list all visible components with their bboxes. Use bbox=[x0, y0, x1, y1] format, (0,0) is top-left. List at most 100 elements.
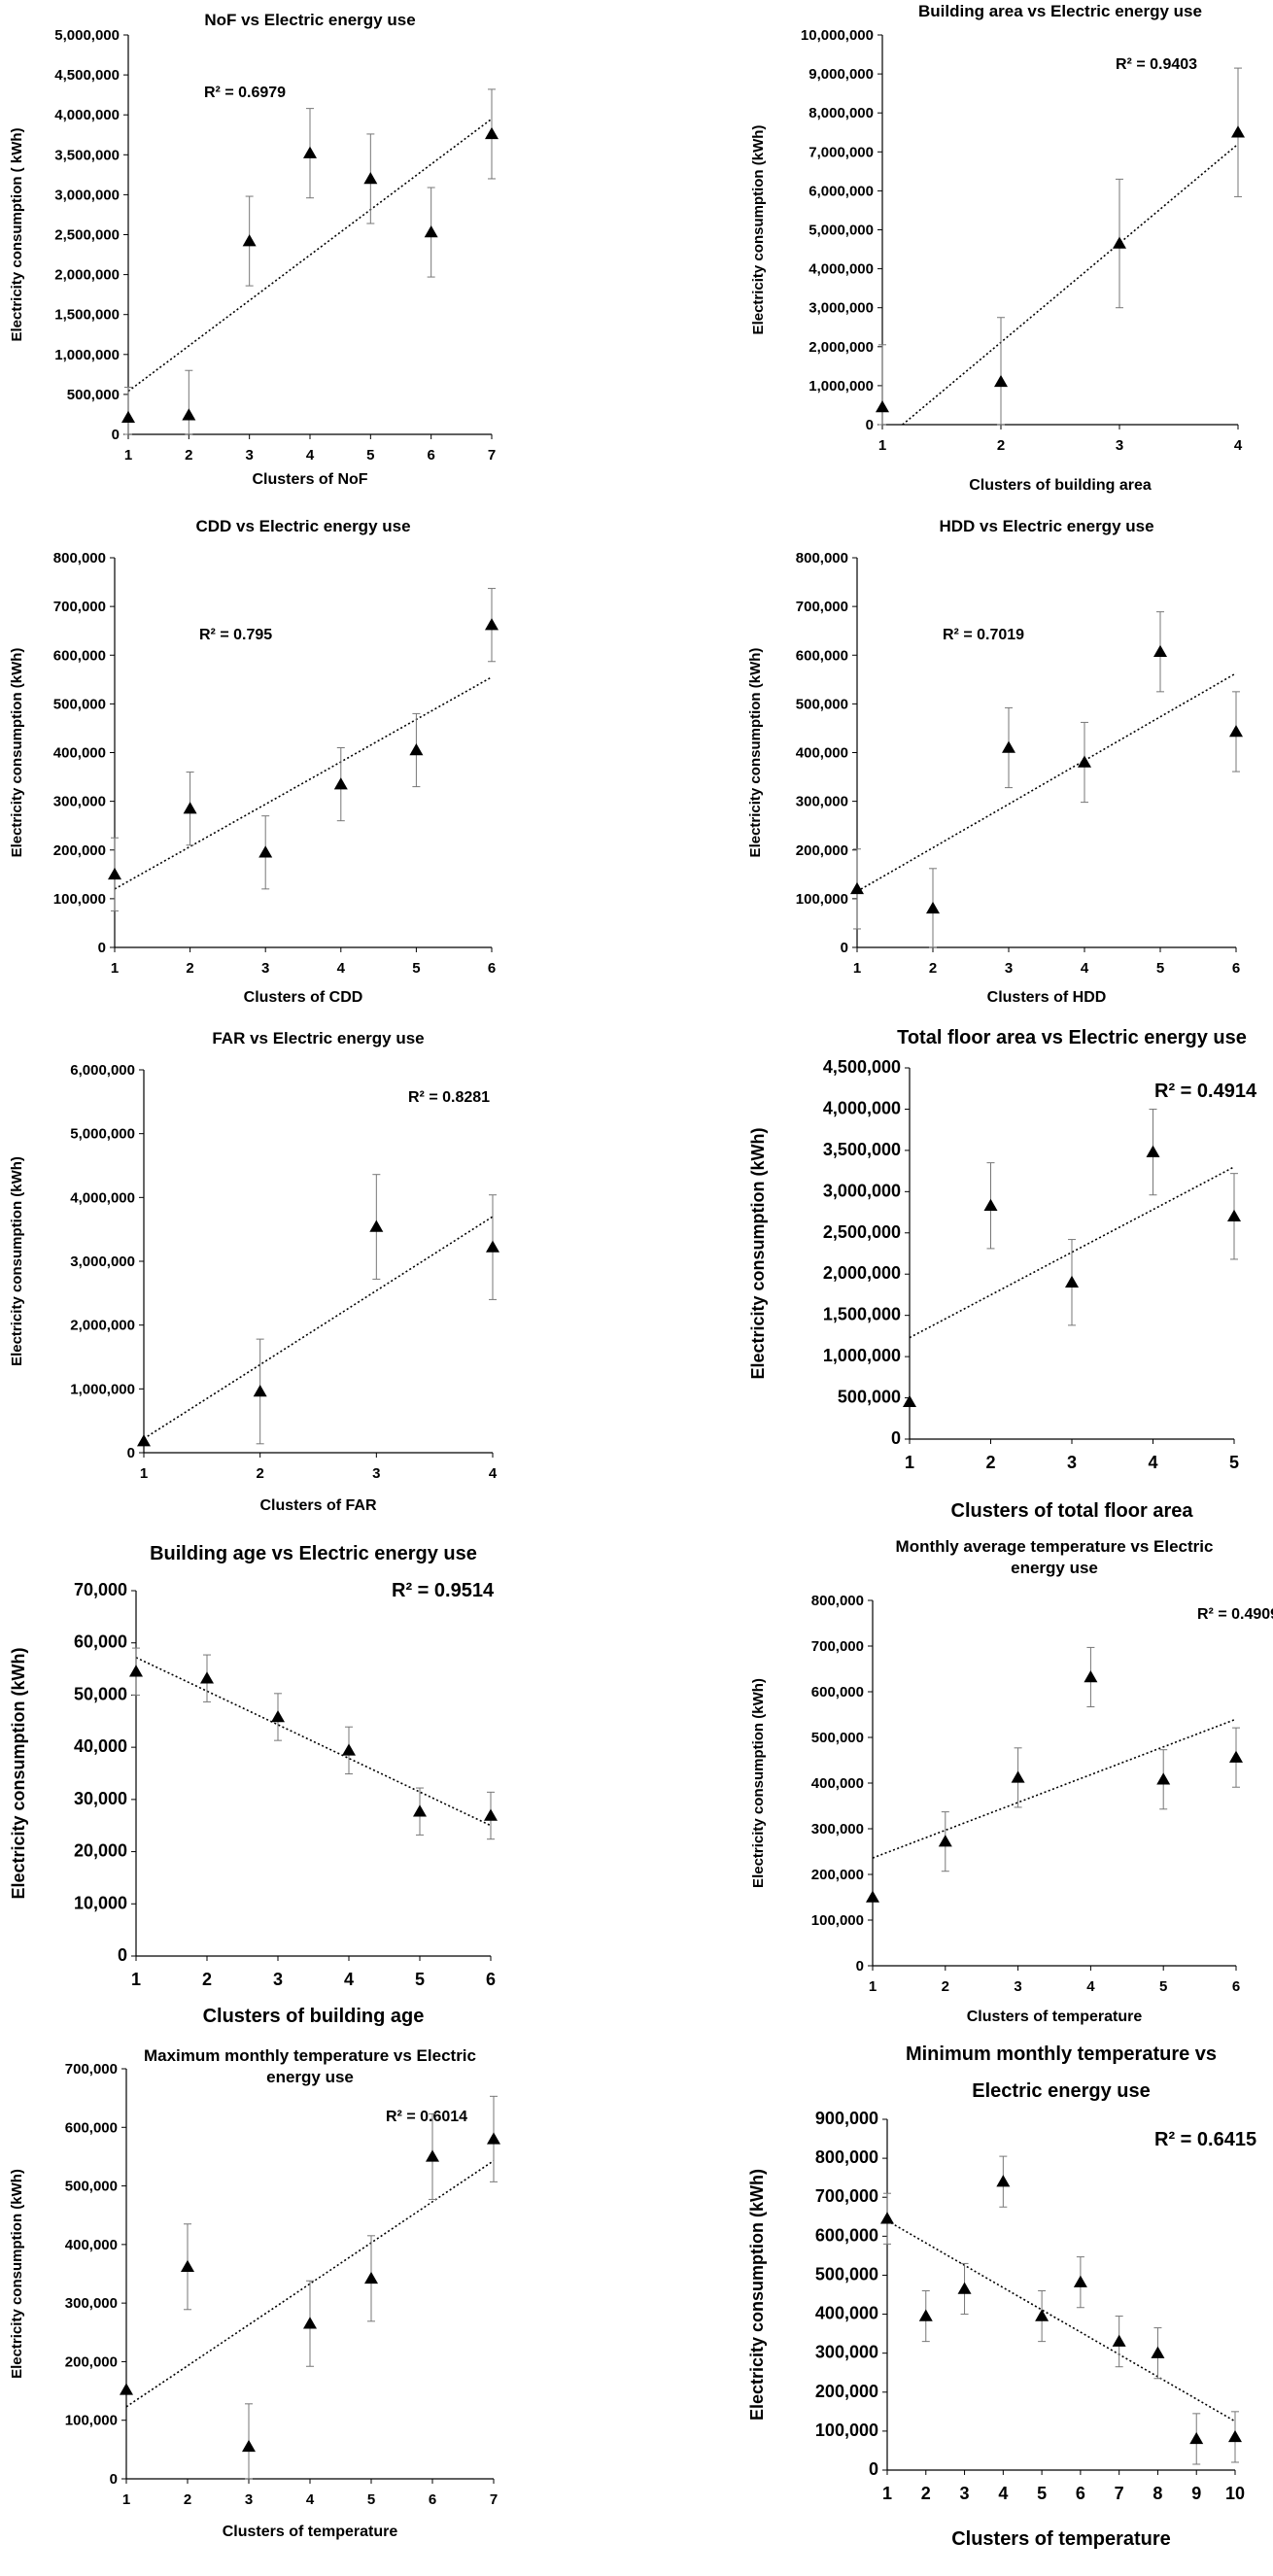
y-tick-label: 2,000,000 bbox=[54, 267, 120, 284]
y-tick-label: 3,000,000 bbox=[823, 1181, 901, 1200]
y-tick-label: 100,000 bbox=[796, 891, 848, 908]
data-point bbox=[1228, 2429, 1242, 2443]
y-tick-label: 70,000 bbox=[74, 1580, 127, 1599]
data-point bbox=[1151, 2346, 1165, 2358]
x-tick-label: 5 bbox=[412, 960, 420, 977]
chart-2: Building area vs Electric energy use 0 1,0… bbox=[750, 2, 1245, 494]
y-tick-label: 200,000 bbox=[65, 2353, 118, 2370]
r-squared-label: R² = 0.6979 bbox=[204, 85, 286, 101]
x-axis-title: Clusters of temperature bbox=[967, 2009, 1143, 2025]
x-tick-label: 2 bbox=[921, 2484, 931, 2503]
x-tick-label: 5 bbox=[1037, 2484, 1047, 2503]
data-point bbox=[1112, 2334, 1126, 2347]
trend-line bbox=[872, 1718, 1237, 1859]
chart-10: Minimum monthly temperature vs Electric e… bbox=[747, 2044, 1256, 2550]
data-point bbox=[426, 2149, 439, 2162]
data-point bbox=[181, 2259, 194, 2273]
x-tick-label: 1 bbox=[853, 960, 861, 977]
y-axis-title: Electricity consumption (kWh) bbox=[750, 125, 767, 335]
x-tick-label: 4 bbox=[1081, 960, 1089, 977]
chart-title: Maximum monthly temperature vs Electric bbox=[144, 2046, 476, 2065]
trend-line bbox=[125, 2159, 495, 2408]
data-point bbox=[1073, 2275, 1087, 2287]
y-tick-label: 500,000 bbox=[838, 1388, 901, 1407]
x-tick-label: 2 bbox=[985, 1453, 995, 1472]
y-tick-label: 3,000,000 bbox=[809, 300, 874, 317]
y-tick-label: 300,000 bbox=[53, 794, 106, 810]
x-tick-label: 7 bbox=[490, 2491, 498, 2508]
chart-1: NoF vs Electric energy use 0 500,000 1,000,… bbox=[9, 11, 499, 488]
r-squared-label: R² = 0.795 bbox=[199, 627, 272, 643]
x-tick-label: 5 bbox=[367, 2491, 375, 2508]
data-point bbox=[1035, 2309, 1049, 2321]
x-axis-title: Clusters of building area bbox=[969, 477, 1152, 494]
y-tick-label: 4,500,000 bbox=[54, 67, 120, 84]
y-tick-label: 400,000 bbox=[65, 2237, 118, 2253]
data-point bbox=[1078, 755, 1091, 768]
y-tick-label: 4,500,000 bbox=[823, 1057, 901, 1077]
data-point bbox=[1189, 2431, 1204, 2445]
y-tick-label: 3,500,000 bbox=[54, 147, 120, 163]
y-tick-label: 300,000 bbox=[65, 2295, 118, 2312]
y-tick-label: 0 bbox=[891, 1428, 901, 1448]
x-tick-label: 1 bbox=[122, 2491, 130, 2508]
data-point bbox=[1113, 236, 1126, 249]
y-tick-label: 1,000,000 bbox=[809, 378, 874, 395]
trend-line bbox=[127, 118, 493, 393]
chart-title: CDD vs Electric energy use bbox=[195, 517, 410, 535]
y-tick-label: 300,000 bbox=[811, 1821, 864, 1838]
y-tick-label: 700,000 bbox=[65, 2061, 118, 2078]
data-point bbox=[876, 399, 889, 413]
data-point bbox=[137, 1434, 151, 1447]
r-squared-label: R² = 0.9514 bbox=[392, 1580, 495, 1601]
y-tick-label: 0 bbox=[869, 2459, 878, 2479]
x-tick-label: 1 bbox=[131, 1970, 141, 1989]
y-tick-label: 0 bbox=[127, 1445, 135, 1461]
y-axis-title: Electricity consumption (kWh) bbox=[9, 1156, 25, 1366]
y-tick-label: 600,000 bbox=[811, 1684, 864, 1700]
x-tick-label: 2 bbox=[202, 1970, 212, 1989]
y-tick-label: 800,000 bbox=[815, 2147, 878, 2167]
x-tick-label: 6 bbox=[1232, 960, 1240, 977]
x-tick-label: 3 bbox=[261, 960, 269, 977]
y-tick-label: 0 bbox=[118, 1945, 127, 1965]
data-point bbox=[303, 2317, 317, 2329]
x-axis-title: Clusters of building age bbox=[203, 2006, 425, 2027]
data-point bbox=[1011, 1770, 1025, 1783]
y-tick-label: 0 bbox=[110, 2471, 118, 2488]
y-tick-label: 1,000,000 bbox=[54, 347, 120, 363]
x-tick-label: 6 bbox=[486, 1970, 496, 1989]
y-tick-label: 900,000 bbox=[815, 2109, 878, 2128]
data-point bbox=[182, 408, 196, 421]
chart-5: FAR vs Electric energy use 0 1,000,000 2,00… bbox=[9, 1029, 499, 1514]
y-axis-title: Electricity consumption (kWh) bbox=[750, 1678, 767, 1888]
data-point bbox=[129, 1665, 143, 1677]
y-tick-label: 0 bbox=[866, 417, 874, 433]
x-axis-title: Clusters of temperature bbox=[223, 2524, 398, 2540]
data-point bbox=[938, 1835, 952, 1847]
y-tick-label: 700,000 bbox=[815, 2186, 878, 2206]
y-tick-label: 500,000 bbox=[796, 696, 848, 712]
data-point bbox=[183, 802, 197, 814]
y-tick-label: 50,000 bbox=[74, 1684, 127, 1703]
data-point bbox=[120, 2383, 133, 2395]
x-tick-label: 5 bbox=[1156, 960, 1164, 977]
x-tick-label: 5 bbox=[1159, 1978, 1167, 1995]
data-point bbox=[342, 1743, 356, 1756]
y-tick-label: 5,000,000 bbox=[54, 27, 120, 44]
data-point bbox=[258, 845, 273, 858]
x-tick-label: 3 bbox=[245, 447, 253, 464]
y-tick-label: 5,000,000 bbox=[70, 1126, 135, 1143]
data-point bbox=[253, 1384, 267, 1397]
x-tick-label: 6 bbox=[488, 960, 496, 977]
chart-title: FAR vs Electric energy use bbox=[212, 1029, 424, 1048]
chart-7: Building age vs Electric energy use 0 10,0… bbox=[9, 1543, 498, 2027]
x-tick-label: 4 bbox=[306, 2491, 315, 2508]
x-tick-label: 2 bbox=[929, 960, 937, 977]
chart-9: Maximum monthly temperature vs Electric e… bbox=[9, 2046, 500, 2540]
y-tick-label: 800,000 bbox=[53, 550, 106, 567]
x-tick-label: 4 bbox=[1148, 1453, 1157, 1472]
data-point bbox=[903, 1394, 916, 1408]
y-tick-label: 5,000,000 bbox=[809, 223, 874, 239]
data-point bbox=[484, 1808, 498, 1821]
